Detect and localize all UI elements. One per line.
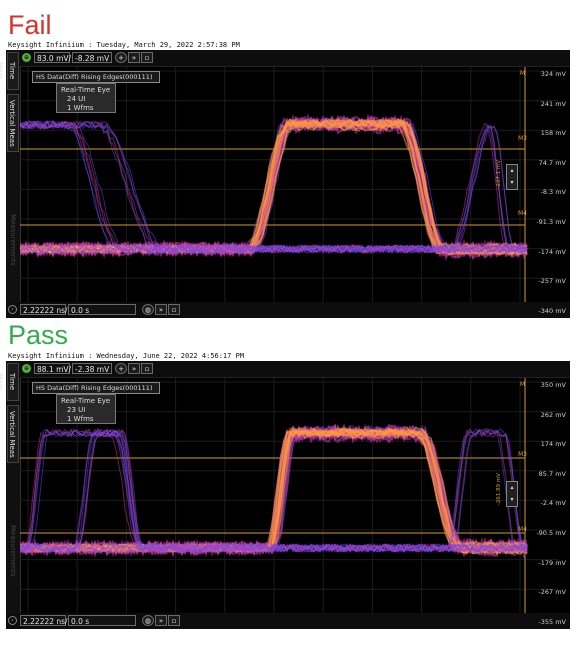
- eye-title: Real-Time Eye: [61, 86, 111, 94]
- y-tick-label: -174 mV: [538, 247, 566, 256]
- y-tick-label: 174 mV: [540, 440, 566, 449]
- measurement-info: HS Data(Diff) Rising Edges(000111): [32, 382, 160, 394]
- channel-icon[interactable]: ⊕: [22, 364, 31, 373]
- marker-m4: M4: [518, 526, 527, 533]
- marker-delta: -261.89 mV: [496, 473, 502, 506]
- eye-wfms-count: 1 Wfms: [67, 415, 94, 423]
- y-tick-label: -8.3 mV: [540, 188, 566, 197]
- channel-toolbar: ⊕ 88.1 mV/ -2.38 mV + » ▫: [20, 361, 570, 378]
- y-tick-label: -91.3 mV: [536, 218, 566, 226]
- settings-icon[interactable]: ◍: [142, 615, 154, 626]
- marker-adjust-icon[interactable]: ▴ ▾: [506, 481, 518, 507]
- vertical-offset-field[interactable]: -2.38 mV: [72, 363, 112, 374]
- pass-label: Pass: [8, 320, 69, 350]
- marker-m: M: [520, 70, 526, 77]
- marker-delta: -237.1 mV: [496, 160, 502, 189]
- y-tick-label: -179 mV: [538, 558, 566, 567]
- position-field[interactable]: 0.0 s: [68, 304, 136, 315]
- sidebar: Time Meas Vertical Meas Measurements: [0, 361, 21, 617]
- y-tick-label: 74.7 mV: [538, 158, 566, 167]
- eye-ui-count: 24 UI: [67, 95, 86, 103]
- y-tick-label: 350 mV: [540, 381, 566, 389]
- y-tick-label: 158 mV: [540, 129, 566, 138]
- horizontal-icon[interactable]: ›: [8, 305, 17, 314]
- add-icon[interactable]: +: [115, 363, 127, 374]
- forward-icon[interactable]: »: [128, 52, 140, 63]
- pin-icon[interactable]: ▫: [141, 52, 153, 63]
- y-tick-label: -340 mV: [538, 306, 566, 315]
- marker-m4: M4: [518, 210, 527, 217]
- window-title: Keysight Infiniium : Wednesday, June 22,…: [6, 351, 570, 361]
- forward-icon[interactable]: »: [128, 363, 140, 374]
- tab-measurements: Measurements: [9, 525, 17, 577]
- vertical-scale-field[interactable]: 88.1 mV/: [34, 363, 71, 374]
- pin-icon-2[interactable]: ▫: [168, 615, 180, 626]
- y-tick-label: 241 mV: [540, 99, 566, 108]
- real-time-eye-box: Real-Time Eye 23 UI 1 Wfms: [56, 394, 116, 424]
- y-tick-label: -90.5 mV: [536, 529, 566, 537]
- eye-ui-count: 23 UI: [67, 406, 86, 414]
- y-tick-label: -267 mV: [538, 588, 566, 597]
- timebase-bar: › 2.22222 ns/ 0.0 s ◍ » ▫: [6, 613, 570, 629]
- y-tick-label: -257 mV: [538, 277, 566, 286]
- forward-icon-2[interactable]: »: [155, 615, 167, 626]
- eye-title: Real-Time Eye: [61, 397, 111, 405]
- tab-measurements: Measurements: [9, 214, 17, 266]
- channel-toolbar: ⊕ 83.0 mV/ -8.28 mV + » ▫: [20, 50, 570, 67]
- pin-icon[interactable]: ▫: [141, 363, 153, 374]
- waveform-plot[interactable]: [20, 378, 558, 621]
- real-time-eye-box: Real-Time Eye 24 UI 1 Wfms: [56, 83, 116, 113]
- marker-m3: M3: [518, 135, 527, 142]
- timebase-bar: › 2.22222 ns/ 0.0 s ◍ » ▫: [6, 302, 570, 318]
- tab-time-meas[interactable]: Time Meas: [0, 52, 19, 90]
- pin-icon-2[interactable]: ▫: [168, 304, 180, 315]
- tab-time-meas[interactable]: Time Meas: [0, 363, 19, 401]
- tab-vertical-meas[interactable]: Vertical Meas: [7, 94, 19, 152]
- settings-icon[interactable]: ◍: [142, 304, 154, 315]
- window-title: Keysight Infiniium : Tuesday, March 29, …: [6, 40, 570, 50]
- y-tick-label: -355 mV: [538, 617, 566, 626]
- y-tick-label: -2.4 mV: [540, 499, 566, 508]
- marker-adjust-icon[interactable]: ▴ ▾: [506, 164, 518, 190]
- horizontal-icon[interactable]: ›: [8, 616, 17, 625]
- y-tick-label: 324 mV: [540, 70, 566, 78]
- tab-vertical-meas[interactable]: Vertical Meas: [7, 405, 19, 463]
- timebase-field[interactable]: 2.22222 ns/: [20, 615, 68, 626]
- timebase-field[interactable]: 2.22222 ns/: [20, 304, 68, 315]
- vertical-scale-field[interactable]: 83.0 mV/: [34, 52, 71, 63]
- add-icon[interactable]: +: [115, 52, 127, 63]
- sidebar: Time Meas Vertical Meas Measurements: [0, 50, 21, 306]
- scope-panel-pass: Keysight Infiniium : Wednesday, June 22,…: [0, 351, 570, 629]
- y-tick-label: 85.7 mV: [538, 469, 566, 478]
- measurement-info: HS Data(Diff) Rising Edges(000111): [32, 71, 160, 83]
- marker-m: M: [520, 381, 526, 388]
- channel-icon[interactable]: ⊕: [22, 53, 31, 62]
- y-tick-label: 262 mV: [540, 410, 566, 419]
- fail-label: Fail: [8, 10, 52, 40]
- position-field[interactable]: 0.0 s: [68, 615, 136, 626]
- eye-wfms-count: 1 Wfms: [67, 104, 94, 112]
- marker-m3: M3: [518, 451, 527, 458]
- vertical-offset-field[interactable]: -8.28 mV: [72, 52, 112, 63]
- forward-icon-2[interactable]: »: [155, 304, 167, 315]
- scope-panel-fail: Keysight Infiniium : Tuesday, March 29, …: [0, 40, 570, 318]
- eye-diagram: [20, 378, 558, 621]
